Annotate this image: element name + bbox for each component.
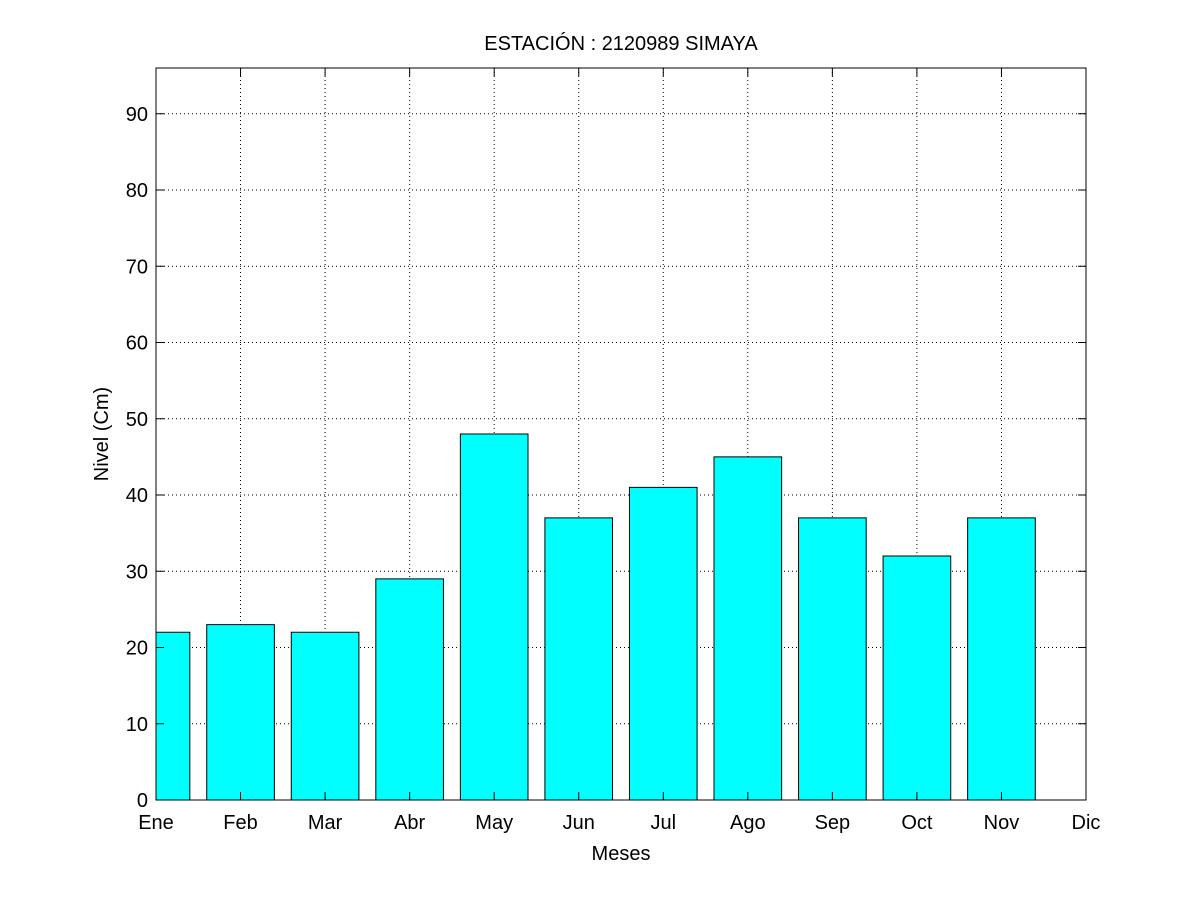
y-tick-labels: 0 10 20 30 40 50 60 70 80 90 (126, 104, 148, 812)
bar (544, 517, 614, 800)
bar (375, 578, 444, 800)
y-axis-label: Nivel (Cm) (91, 387, 113, 481)
bar (290, 631, 360, 800)
x-tick-label: Dic (1072, 812, 1101, 834)
x-tick-label: Ene (138, 812, 174, 834)
x-tick-label: Abr (394, 812, 425, 834)
bar (628, 486, 698, 800)
y-tick-label: 90 (126, 104, 148, 126)
x-tick-label: Mar (308, 812, 343, 834)
y-tick-label: 10 (126, 714, 148, 736)
y-tick-label: 80 (126, 180, 148, 202)
x-tick-label: Nov (984, 812, 1020, 834)
bar (459, 433, 529, 800)
y-tick-label: 30 (126, 561, 148, 583)
bar (882, 555, 952, 800)
bar (156, 631, 191, 800)
bars (156, 433, 1036, 800)
grid-lines (156, 68, 1086, 800)
x-tick-labels: Ene Feb Mar Abr May Jun Jul Ago Sep Oct Nov Dic (138, 812, 1100, 834)
x-tick-label: May (475, 812, 513, 834)
bar (967, 517, 1036, 800)
bar (798, 517, 867, 800)
x-tick-label: Feb (223, 812, 257, 834)
x-axis-label: Meses (592, 843, 651, 865)
bar (206, 624, 275, 800)
y-tick-label: 50 (126, 409, 148, 431)
y-tick-label: 20 (126, 638, 148, 660)
y-tick-label: 60 (126, 333, 148, 355)
x-tick-label: Sep (815, 812, 851, 834)
plot-frame (155, 67, 1087, 801)
y-tick-label: 40 (126, 485, 148, 507)
bar (713, 456, 783, 800)
y-tick-label: 70 (126, 256, 148, 278)
y-tick-label: 0 (137, 790, 148, 812)
x-tick-label: Ago (730, 812, 766, 834)
x-tick-label: Oct (901, 812, 933, 834)
chart-title: ESTACIÓN : 2120989 SIMAYA (484, 32, 758, 55)
x-tick-label: Jun (563, 812, 595, 834)
tick-marks (155, 68, 1087, 801)
x-tick-label: Jul (650, 812, 676, 834)
